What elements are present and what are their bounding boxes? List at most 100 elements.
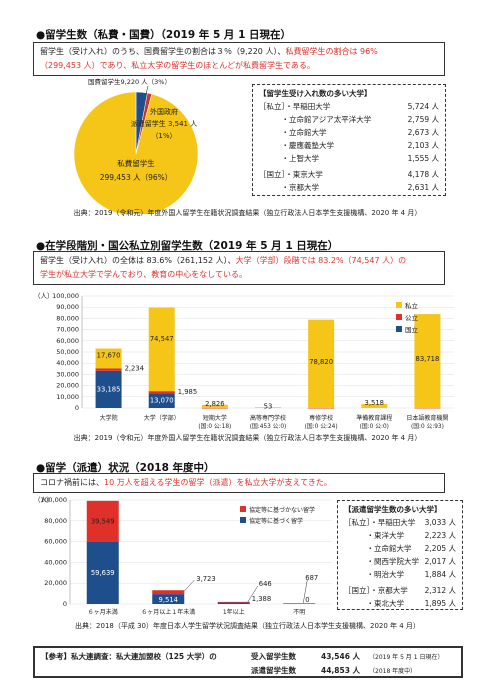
s2-unit: （人） — [34, 292, 54, 300]
legend-swatch — [396, 314, 402, 320]
reference-sent-value: 44,853 人 — [321, 666, 361, 675]
pie-label-shihi-2: 299,453 人（96%） — [100, 173, 173, 182]
leader-line — [303, 579, 308, 604]
bar-label-private: 83,718 — [416, 355, 440, 363]
legend-swatch — [240, 517, 246, 523]
reference-received-date: （2019 年 5 月 1 日現在） — [369, 654, 444, 661]
bar-segment — [152, 590, 185, 595]
pie-label-gaikoku-3: （1%） — [151, 132, 176, 140]
bar-segment-私立 — [255, 407, 281, 408]
s1-list-name: ・立命館大学 — [259, 128, 327, 137]
s1-university-list: 【留学生受け入れ数の多い大学】 ［私立］・早稲田大学 5,724 人 ・立命館アジ… — [252, 84, 446, 196]
legend-swatch — [396, 326, 402, 332]
x-tick-label: ６ヶ月以上１年未満 — [141, 608, 195, 616]
s2-desc-part3: 学生が私立大学で学んでおり、教育の中心をなしている。 — [40, 270, 248, 279]
s3-list-row: ［国立］・京都大学 2,312 人 — [344, 584, 456, 597]
bar-segment-私立 — [148, 307, 175, 392]
bar-segment-公立 — [148, 391, 175, 394]
pie-label-gaikoku-1: 外国政府 — [150, 107, 178, 116]
section2-description: 留学生（受け入れ）の全体は 83.6%（261,152 人）、大学（学部）段階で… — [33, 251, 445, 285]
pie-slice — [73, 91, 199, 214]
y-tick-label: 20,000 — [44, 579, 67, 587]
x-tick-sublabel: (国:0 公:24) — [305, 423, 338, 430]
s1-list-title: 【留学生受け入れ数の多い大学】 — [259, 89, 372, 98]
y-tick-label: 50,000 — [56, 348, 79, 356]
s1-list-row: ・京都大学 2,631 人 — [259, 181, 439, 194]
y-tick-label: 80,000 — [44, 517, 67, 525]
y-tick-label: 40,000 — [56, 359, 79, 367]
x-tick-label: 高等専門学校 — [250, 414, 286, 422]
bar-label-national: 13,070 — [150, 397, 174, 405]
y-tick-label: 90,000 — [56, 303, 79, 311]
s2-desc-highlight: 大学（学部）段階では 83.2%（74,547 人）の — [235, 256, 407, 265]
s3-list-name: ［国立］・京都大学 — [344, 586, 408, 595]
bar-segment — [86, 541, 119, 604]
y-tick-label: 0 — [63, 600, 67, 608]
bar-segment-私立 — [414, 314, 441, 408]
bar-segment — [217, 601, 250, 603]
bar-segment-国立 — [95, 370, 122, 408]
s3-list-count: 1,884 人 — [424, 570, 456, 579]
s3-list-count: 2,017 人 — [424, 557, 456, 566]
bar-segment — [152, 594, 185, 604]
x-tick-label: 日本語教育機関 — [406, 414, 448, 422]
s1-list-name: ・慶應義塾大学 — [259, 141, 334, 150]
pie-label-kokuhi: 国費留学生9,220 人（3%） — [88, 77, 171, 86]
bar-label-agreement: 59,639 — [91, 569, 115, 577]
bar-label-private: 53 — [264, 402, 273, 410]
reference-sent-label: 派遣留学生数 — [251, 666, 296, 675]
bar-segment-公立 — [95, 368, 122, 371]
s3-list-row: ・明治大学 1,884 人 — [344, 568, 456, 581]
y-tick-label: 0 — [75, 404, 79, 412]
section1-title: ●留学生数（私費・国費）（2019 年 5 月 1 日現在） — [36, 29, 292, 41]
x-tick-sublabel: (国:0 公:18) — [198, 423, 231, 430]
bar-label-national: 33,185 — [97, 385, 121, 393]
y-tick-label: 80,000 — [56, 314, 79, 322]
s3-university-list: 【派遣留学生数の多い大学】 ［私立］・早稲田大学 3,033 人 ・東洋大学 2,2… — [337, 500, 463, 610]
x-tick-label: 専修学校 — [309, 414, 333, 422]
legend-label: 協定等に基づく留学 — [249, 517, 303, 525]
bar-label-private: 2,826 — [205, 400, 224, 408]
bar-label-agreement: 9,514 — [159, 596, 178, 604]
y-tick-label: 60,000 — [44, 538, 67, 546]
s3-list-count: 2,223 人 — [424, 531, 456, 540]
s1-list-row: ・上智大学 1,555 人 — [259, 152, 439, 165]
legend-label: 国立 — [405, 325, 419, 334]
bar-label-private: 3,518 — [365, 399, 384, 407]
s1-list-count: 1,555 人 — [407, 154, 439, 163]
y-tick-label: 30,000 — [56, 370, 79, 378]
reference-sent-date: （2018 年度中） — [369, 668, 417, 675]
y-tick-label: 20,000 — [56, 382, 79, 390]
s3-list-title: 【派遣留学生数の多い大学】 — [344, 505, 442, 514]
s2-source: 出典：2019（令和元）年度外国人留学生在籍状況調査結果（独立行政法人日本学生支… — [73, 434, 422, 442]
s3-list-row: ［私立］・早稲田大学 3,033 人 — [344, 516, 456, 529]
legend-label: 私立 — [405, 301, 419, 310]
s2-desc-part1: 留学生（受け入れ）の全体は 83.6%（261,152 人）、 — [40, 256, 236, 265]
bar-label-non-agreement: 3,723 — [196, 575, 215, 583]
bar-segment-国立 — [148, 393, 175, 408]
s1-list-count: 5,724 人 — [407, 102, 439, 111]
s3-list-count: 3,033 人 — [424, 518, 456, 527]
y-tick-label: 70,000 — [56, 326, 79, 334]
bar-label-private: 78,820 — [309, 358, 333, 366]
s3-list-row: ・東北大学 1,895 人 — [344, 597, 456, 610]
x-tick-label: ６ヶ月未満 — [88, 608, 118, 616]
x-tick-label: 準備教育課程 — [356, 414, 392, 422]
s1-list-count: 4,178 人 — [407, 170, 439, 179]
bar-segment-私立 — [201, 404, 228, 408]
enrollment-bar-chart: 0 10,000 20,000 30,000 40,000 50,000 60,000 70,… — [52, 292, 454, 430]
s1-desc-part1: 留学生（受け入れ）のうち、国費留学生の割合は３％（9,220 人）、 — [40, 47, 286, 56]
bar-segment — [86, 500, 119, 542]
bar-label-public: 1,985 — [178, 388, 197, 396]
s1-list-row: ［私立］・早稲田大学 5,724 人 — [259, 100, 439, 113]
legend-label: 公立 — [405, 313, 419, 322]
reference-received-label: 受入留学生数 — [251, 652, 296, 661]
bar-label-private: 17,670 — [97, 351, 121, 359]
x-tick-label: 1年以上 — [223, 608, 245, 616]
s1-desc-part3: （299,453 人）であり、私立大学の留学生のほとんどが私費留学生である。 — [40, 61, 315, 70]
bar-label-agreement: 0 — [305, 596, 309, 604]
bar-segment — [217, 602, 250, 604]
bar-segment-公立 — [308, 407, 335, 409]
s3-list-name: ・東洋大学 — [344, 531, 404, 540]
x-tick-sublabel: (国:453 公:0) — [250, 423, 287, 430]
